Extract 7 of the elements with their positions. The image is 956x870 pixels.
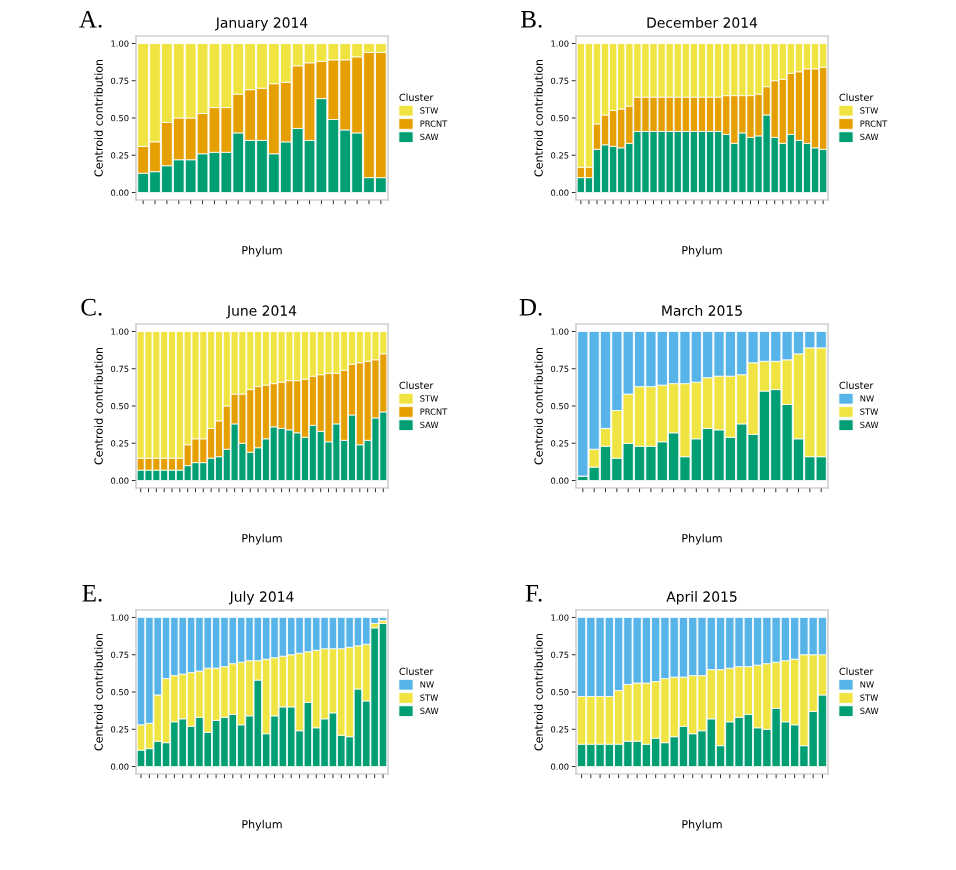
bar [378,623,388,767]
text: D. [519,299,542,316]
text: C. [81,298,102,316]
text: A. [79,10,102,28]
text: B. [521,11,542,28]
text: E. [82,585,102,602]
text: F. [525,585,542,602]
